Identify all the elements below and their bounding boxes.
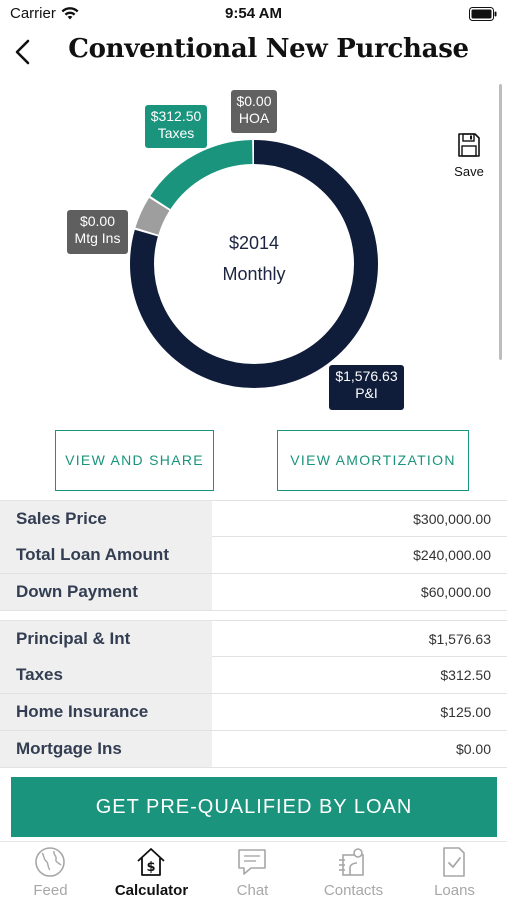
mtg-ins-tag: $0.00 Mtg Ins (67, 210, 128, 254)
carrier-label: Carrier (10, 5, 56, 22)
row-value[interactable]: $312.50 (440, 667, 491, 683)
monthly-label: Monthly (222, 264, 286, 284)
table-row: Sales Price $300,000.00 (0, 500, 507, 537)
row-label: Down Payment (0, 574, 212, 610)
battery-icon (469, 7, 497, 21)
tab-feed-label: Feed (33, 882, 68, 899)
row-label: Principal & Int (0, 621, 212, 657)
mtg-ins-tag-amount: $0.00 (79, 213, 116, 229)
view-amortization-button[interactable]: VIEW AMORTIZATION (277, 430, 469, 491)
row-label: Home Insurance (0, 694, 212, 730)
pi-tag-amount: $1,576.63 (335, 368, 398, 384)
row-value[interactable]: $1,576.63 (428, 631, 491, 647)
globe-icon (35, 847, 65, 877)
row-value[interactable]: $300,000.00 (413, 511, 491, 527)
table-row: Principal & Int $1,576.63 (0, 620, 507, 657)
row-value[interactable]: $0.00 (455, 741, 491, 757)
hoa-tag-label: HOA (238, 110, 270, 126)
hoa-tag: $0.00 HOA (231, 90, 277, 133)
page-title: Conventional New Purchase (68, 34, 469, 64)
row-value[interactable]: $60,000.00 (420, 584, 491, 600)
table-row: Total Loan Amount $240,000.00 (0, 537, 507, 574)
row-label: Total Loan Amount (0, 537, 212, 573)
save-icon (458, 133, 480, 157)
tab-bar: Feed $ Calculator Chat Contacts (0, 841, 507, 900)
taxes-tag: $312.50 Taxes (145, 105, 207, 148)
status-bar: Carrier 9:54 AM (0, 0, 507, 30)
tab-chat[interactable]: Chat (202, 842, 303, 900)
view-and-share-button[interactable]: VIEW AND SHARE (55, 430, 214, 491)
payment-chart: $2014 Monthly $312.50 Taxes $0.00 HOA $0… (0, 80, 507, 420)
table-row: Taxes $312.50 (0, 657, 507, 694)
svg-text:$: $ (146, 860, 155, 875)
clock: 9:54 AM (225, 5, 282, 22)
row-label: Taxes (0, 657, 212, 693)
scrollbar[interactable] (499, 84, 502, 360)
table-row: Down Payment $60,000.00 (0, 574, 507, 611)
tab-feed[interactable]: Feed (0, 842, 101, 900)
taxes-tag-label: Taxes (157, 125, 195, 141)
tab-loans-label: Loans (434, 882, 475, 899)
chat-icon (238, 849, 266, 875)
tab-calculator[interactable]: $ Calculator (101, 842, 202, 900)
save-button[interactable]: Save (449, 130, 489, 182)
pi-tag-label: P&I (355, 385, 378, 401)
get-pre-qualified-button[interactable]: GET PRE-QUALIFIED BY LOAN (11, 777, 497, 837)
table-row: Mortgage Ins $0.00 (0, 731, 507, 768)
wifi-icon (61, 7, 79, 20)
pi-tag: $1,576.63 P&I (329, 365, 404, 410)
payment-donut-chart (130, 140, 378, 388)
tab-loans[interactable]: Loans (404, 842, 505, 900)
tab-contacts[interactable]: Contacts (303, 842, 404, 900)
document-check-icon (443, 847, 465, 877)
donut-segment-pi (130, 140, 378, 388)
row-value[interactable]: $240,000.00 (413, 547, 491, 563)
nav-bar: Conventional New Purchase (0, 30, 507, 74)
house-dollar-icon: $ (137, 848, 165, 876)
monthly-total: $2014 (228, 233, 280, 253)
payment-details-table: Principal & Int $1,576.63 Taxes $312.50 … (0, 620, 507, 768)
tab-contacts-label: Contacts (323, 882, 384, 899)
tab-calculator-label: Calculator (114, 882, 189, 899)
save-label: Save (454, 164, 484, 179)
loan-details-table: Sales Price $300,000.00 Total Loan Amoun… (0, 500, 507, 611)
tab-chat-label: Chat (236, 882, 269, 899)
contacts-icon (339, 848, 364, 876)
mtg-ins-tag-label: Mtg Ins (74, 230, 121, 246)
back-chevron-icon[interactable] (10, 36, 36, 68)
table-row: Home Insurance $125.00 (0, 694, 507, 731)
row-label: Sales Price (0, 501, 212, 537)
taxes-tag-amount: $312.50 (150, 108, 202, 124)
hoa-tag-amount: $0.00 (236, 93, 272, 109)
row-label: Mortgage Ins (0, 731, 212, 767)
row-value[interactable]: $125.00 (440, 704, 491, 720)
